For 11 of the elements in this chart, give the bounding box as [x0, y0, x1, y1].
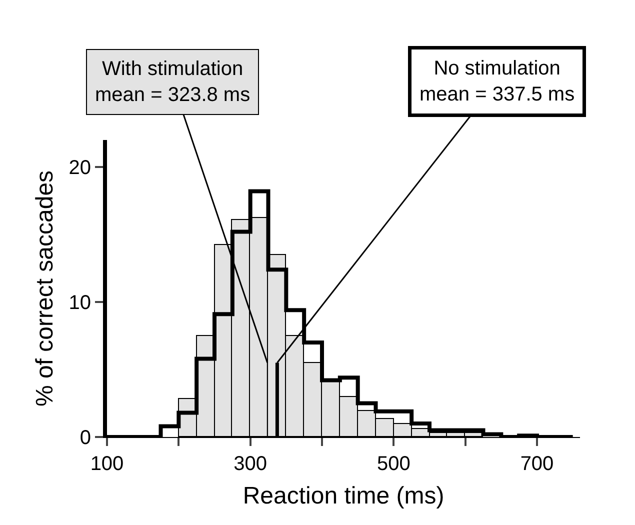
y-tick-label: 10	[68, 292, 91, 314]
y-axis-title: % of correct saccades	[31, 170, 58, 407]
x-tick-label: 500	[376, 453, 410, 475]
x-tick-label: 100	[90, 453, 124, 475]
y-tick-label: 20	[68, 157, 91, 179]
y-tick-label: 0	[80, 427, 91, 449]
ref-line-label: With stimulation mean = 323.8 ms	[95, 58, 250, 106]
x-axis-title: Reaction time (ms)	[242, 482, 444, 510]
x-tick-label: 300	[234, 453, 268, 475]
x-tick-label: 700	[520, 453, 554, 475]
ref-line-label: No stimulation mean = 337.5 ms	[420, 58, 575, 106]
